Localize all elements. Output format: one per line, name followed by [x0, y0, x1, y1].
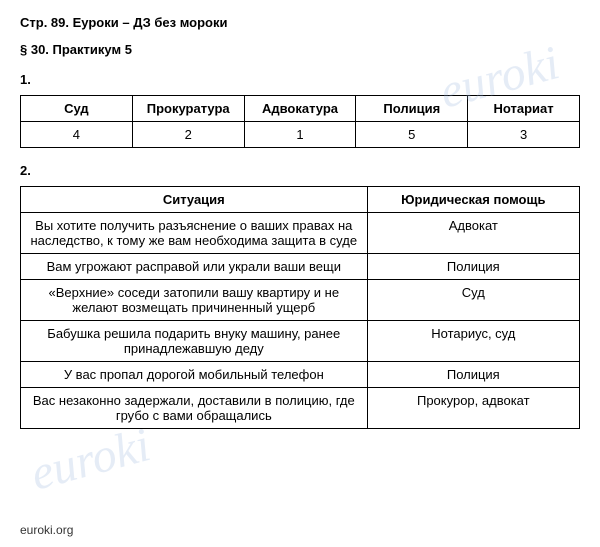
table-header: Юридическая помощь: [367, 187, 579, 213]
table1: Суд Прокуратура Адвокатура Полиция Нотар…: [20, 95, 580, 148]
table-header: Адвокатура: [244, 96, 356, 122]
table-row: У вас пропал дорогой мобильный телефон П…: [21, 362, 580, 388]
table-cell: Суд: [367, 280, 579, 321]
table-cell: «Верхние» соседи затопили вашу квартиру …: [21, 280, 368, 321]
table-row: «Верхние» соседи затопили вашу квартиру …: [21, 280, 580, 321]
table-row: 4 2 1 5 3: [21, 122, 580, 148]
table-cell: 2: [132, 122, 244, 148]
section-title: § 30. Практикум 5: [20, 42, 580, 57]
page-header: Стр. 89. Еуроки – ДЗ без мороки: [20, 15, 580, 30]
table-cell: Бабушка решила подарить внуку машину, ра…: [21, 321, 368, 362]
watermark: euroki: [25, 417, 156, 501]
table-row: Вам угрожают расправой или украли ваши в…: [21, 254, 580, 280]
table-header: Прокуратура: [132, 96, 244, 122]
table-cell: Вас незаконно задержали, доставили в пол…: [21, 388, 368, 429]
table-row: Бабушка решила подарить внуку машину, ра…: [21, 321, 580, 362]
footer-link: euroki.org: [20, 523, 73, 537]
table-cell: Прокурор, адвокат: [367, 388, 579, 429]
table-cell: Вы хотите получить разъяснение о ваших п…: [21, 213, 368, 254]
table-cell: Полиция: [367, 254, 579, 280]
table-header-row: Суд Прокуратура Адвокатура Полиция Нотар…: [21, 96, 580, 122]
table-cell: Полиция: [367, 362, 579, 388]
table-header-row: Ситуация Юридическая помощь: [21, 187, 580, 213]
table-cell: У вас пропал дорогой мобильный телефон: [21, 362, 368, 388]
table-cell: Адвокат: [367, 213, 579, 254]
table-header: Ситуация: [21, 187, 368, 213]
table-cell: Вам угрожают расправой или украли ваши в…: [21, 254, 368, 280]
table-header: Суд: [21, 96, 133, 122]
table-cell: 3: [468, 122, 580, 148]
table-header: Нотариат: [468, 96, 580, 122]
table-cell: Нотариус, суд: [367, 321, 579, 362]
table-cell: 4: [21, 122, 133, 148]
section2-number: 2.: [20, 163, 580, 178]
table-row: Вас незаконно задержали, доставили в пол…: [21, 388, 580, 429]
table-cell: 5: [356, 122, 468, 148]
page-ref: Стр. 89.: [20, 15, 69, 30]
table-row: Вы хотите получить разъяснение о ваших п…: [21, 213, 580, 254]
table2: Ситуация Юридическая помощь Вы хотите по…: [20, 186, 580, 429]
table-cell: 1: [244, 122, 356, 148]
section1-number: 1.: [20, 72, 580, 87]
site-name: Еуроки – ДЗ без мороки: [73, 15, 228, 30]
table-header: Полиция: [356, 96, 468, 122]
